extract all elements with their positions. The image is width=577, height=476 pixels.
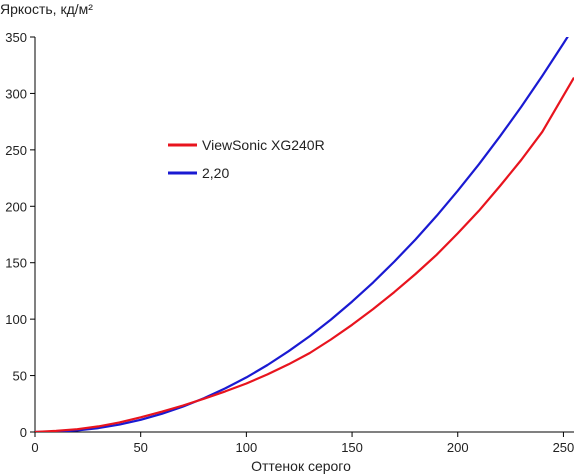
legend: ViewSonic XG240R 2,20	[168, 137, 325, 181]
y-tick-label: 50	[13, 369, 27, 384]
x-axis-title: Оттенок серого	[251, 458, 351, 474]
y-tick-label: 200	[5, 199, 27, 214]
y-tick-label: 150	[5, 256, 27, 271]
y-ticks: 0 50 100 150 200 250 300 350	[5, 30, 35, 440]
y-tick-label: 300	[5, 86, 27, 101]
axes	[34, 37, 574, 433]
y-tick-label: 250	[5, 143, 27, 158]
legend-label-gamma: 2,20	[202, 165, 229, 181]
y-tick-label: 100	[5, 312, 27, 327]
x-tick-label: 100	[236, 440, 258, 455]
x-tick-label: 50	[133, 440, 147, 455]
legend-label-viewsonic: ViewSonic XG240R	[202, 137, 325, 153]
x-tick-label: 150	[341, 440, 363, 455]
series-layer	[35, 37, 574, 432]
x-tick-label: 250	[553, 440, 575, 455]
series-line-gamma	[35, 37, 569, 432]
y-tick-label: 0	[20, 425, 27, 440]
series-line-viewsonic	[35, 77, 574, 432]
x-tick-label: 200	[447, 440, 469, 455]
y-tick-label: 350	[5, 30, 27, 45]
x-ticks: 0 50 100 150 200 250	[31, 432, 574, 455]
x-tick-label: 0	[31, 440, 38, 455]
y-axis-title: Яркость, кд/м²	[0, 1, 93, 17]
